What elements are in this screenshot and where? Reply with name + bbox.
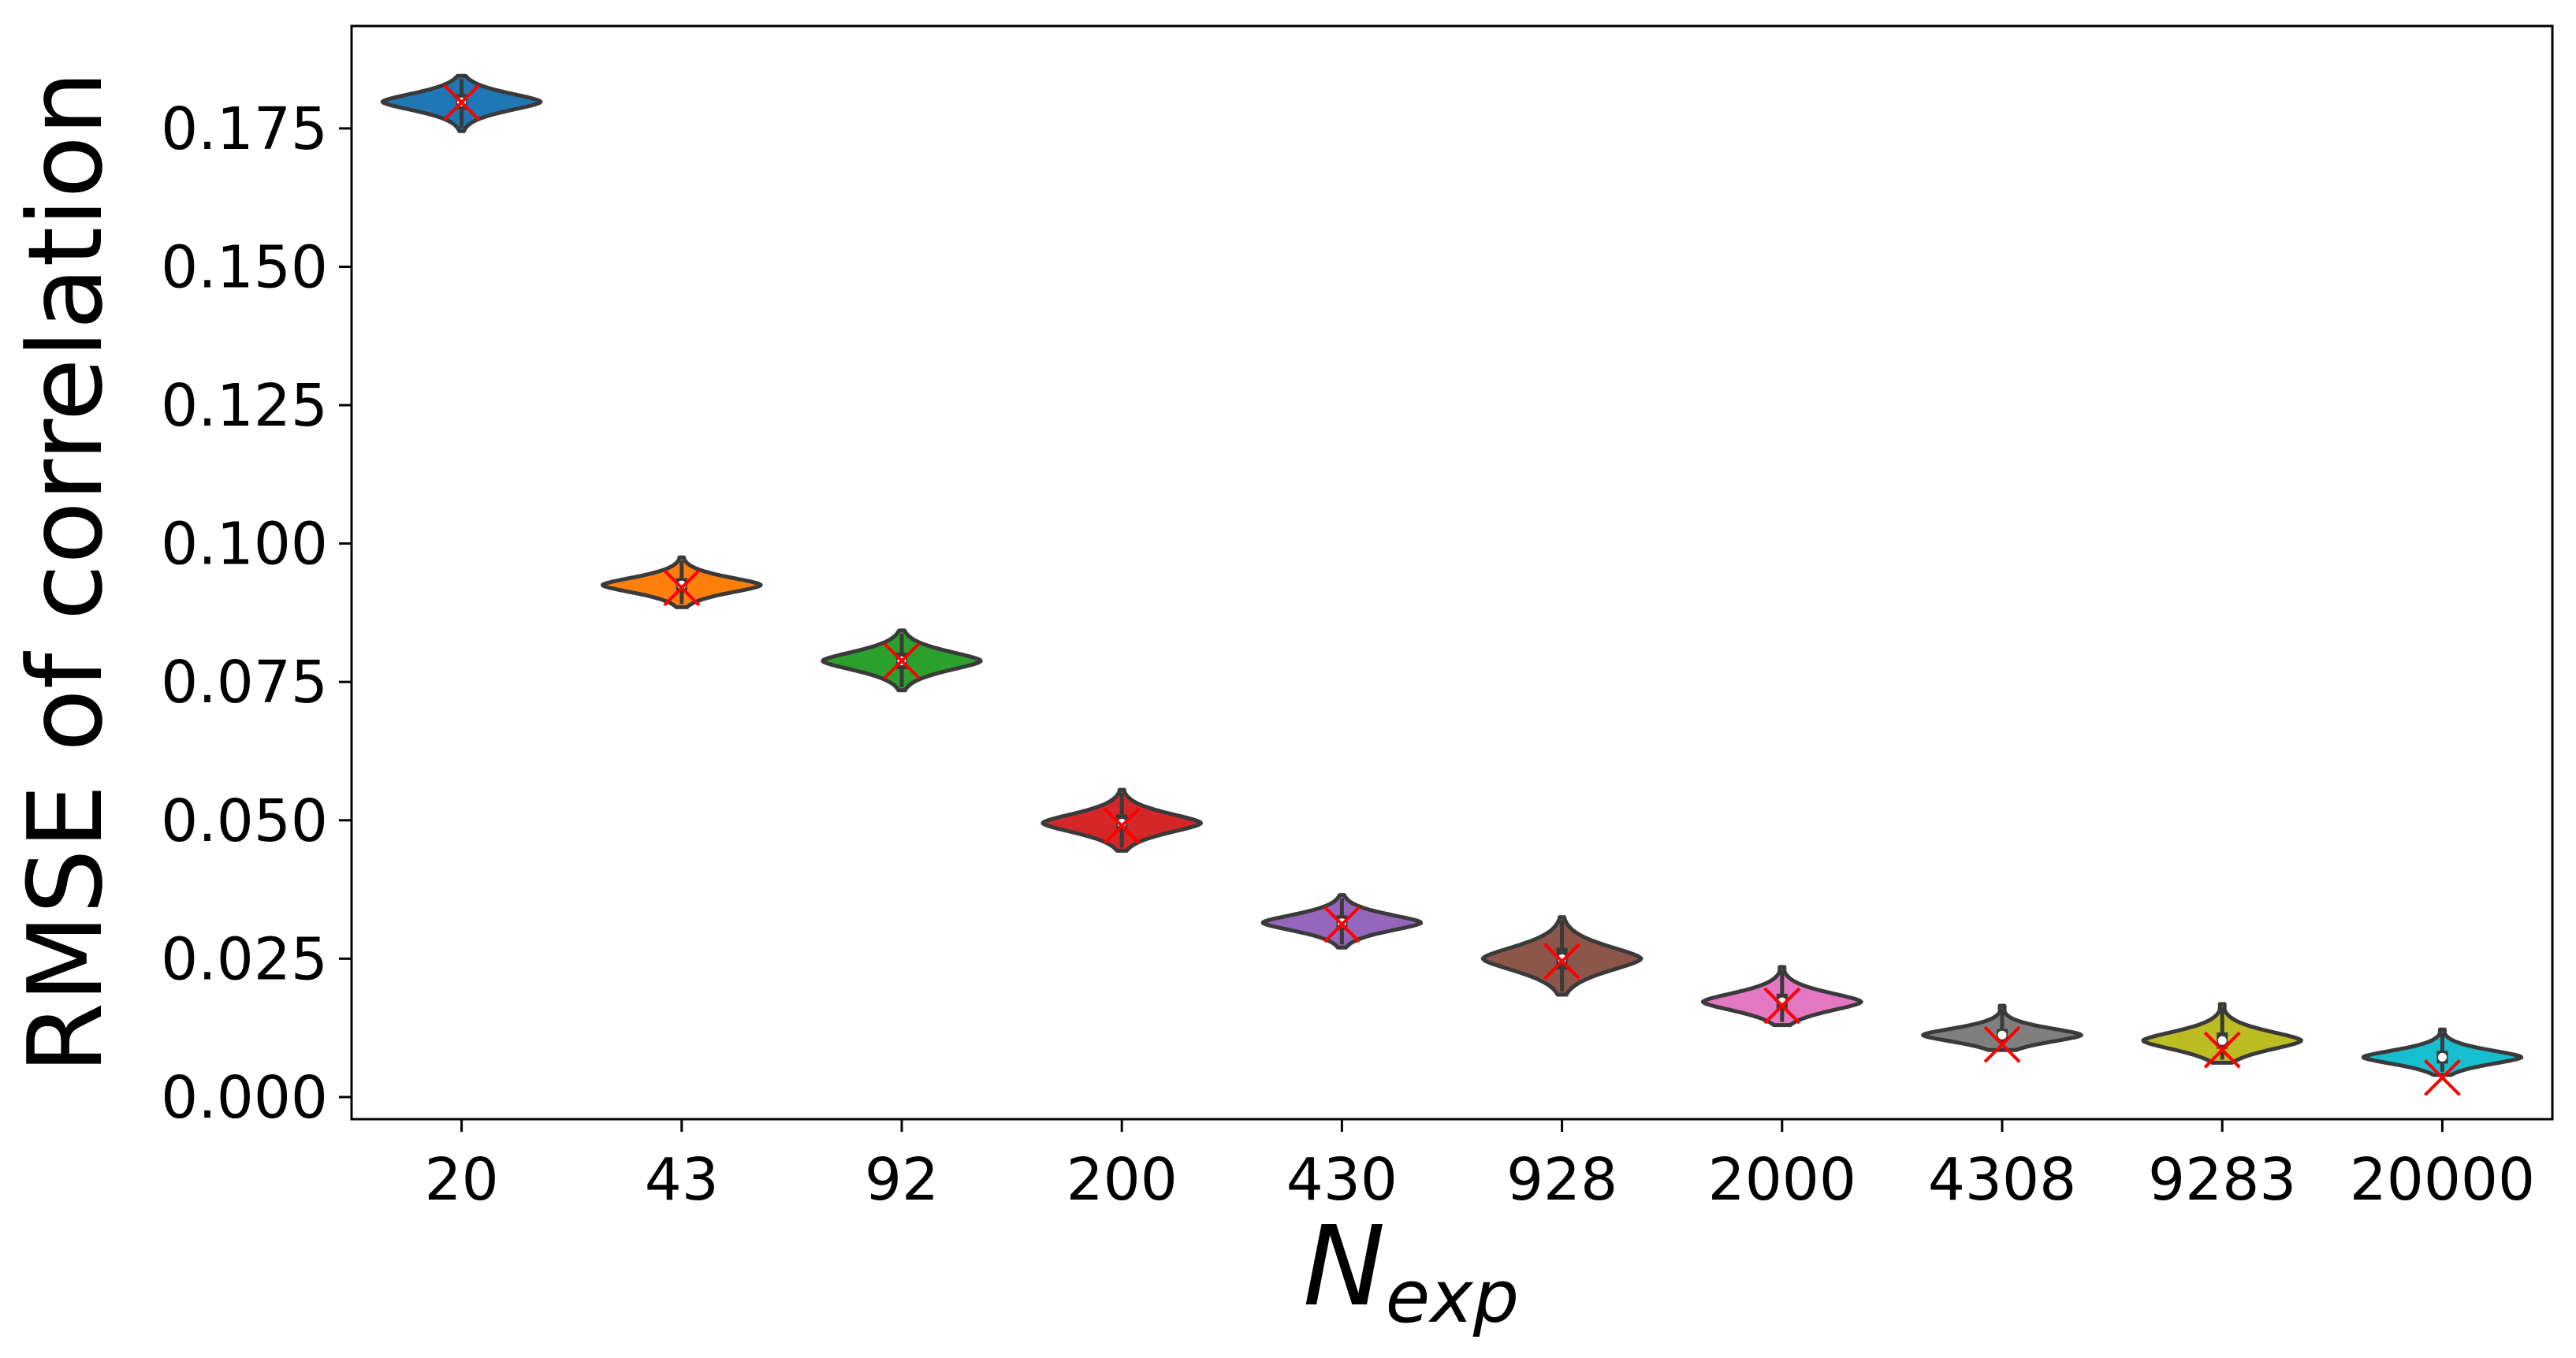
violin-median-dot [1997, 1030, 2007, 1040]
plot-frame [350, 24, 2554, 1121]
y-tick-label: 0.000 [161, 1064, 328, 1132]
violin-200 [1040, 787, 1203, 853]
reference-x-marker [883, 642, 921, 679]
x-axis-label-subscript: exp [1386, 1255, 1519, 1339]
violin-median-dot [2437, 1052, 2447, 1062]
violin-20000 [2361, 1027, 2524, 1096]
y-tick-label: 0.125 [161, 372, 328, 440]
y-tick-label: 0.075 [161, 649, 328, 716]
x-tick-label: 2000 [1708, 1146, 1856, 1214]
x-axis-label-main: N [1303, 1203, 1386, 1331]
y-tick-label: 0.100 [161, 511, 328, 579]
violin-20 [380, 73, 543, 133]
y-tick-label: 0.050 [161, 787, 328, 855]
reference-x-marker [1543, 943, 1581, 980]
violin-9283 [2141, 1002, 2303, 1069]
x-tick-label: 20 [425, 1146, 499, 1214]
x-tick-label: 92 [865, 1146, 939, 1214]
violin-92 [821, 628, 983, 693]
reference-x-marker [2423, 1058, 2461, 1096]
x-tick-label: 4308 [1928, 1146, 2076, 1214]
y-axis-label: RMSE of correlation [6, 71, 125, 1074]
x-tick-label: 430 [1286, 1146, 1398, 1214]
x-axis-ticks: 20 43 92 200 430 928 2000 4308 9283 20000 [425, 1119, 2535, 1214]
violin-928 [1480, 915, 1644, 997]
x-tick-label: 200 [1067, 1146, 1178, 1214]
reference-x-marker [1323, 906, 1361, 943]
x-tick-label: 9283 [2148, 1146, 2296, 1214]
y-tick-label: 0.025 [161, 925, 328, 993]
reference-x-marker [2203, 1031, 2241, 1069]
violin-median-dot [2217, 1036, 2227, 1045]
y-axis-ticks: 0.000 0.025 0.050 0.075 0.100 0.125 0.150 0.175 [161, 95, 352, 1132]
violin-2000 [1700, 965, 1863, 1028]
violins-layer [380, 73, 2524, 1096]
reference-x-marker [1983, 1025, 2021, 1063]
x-tick-label: 43 [645, 1146, 719, 1214]
reference-x-marker [1103, 807, 1141, 845]
violin-43 [601, 555, 763, 609]
y-tick-label: 0.150 [161, 233, 328, 301]
reference-x-marker [443, 84, 481, 121]
x-tick-label: 20000 [2350, 1146, 2535, 1214]
violin-430 [1260, 893, 1424, 950]
y-tick-label: 0.175 [161, 95, 328, 163]
x-axis-label: Nexp [1303, 1203, 1519, 1339]
reference-x-marker [1763, 987, 1801, 1025]
violin-4308 [1921, 1003, 2083, 1063]
reference-x-marker [663, 569, 701, 607]
x-tick-label: 928 [1506, 1146, 1617, 1214]
